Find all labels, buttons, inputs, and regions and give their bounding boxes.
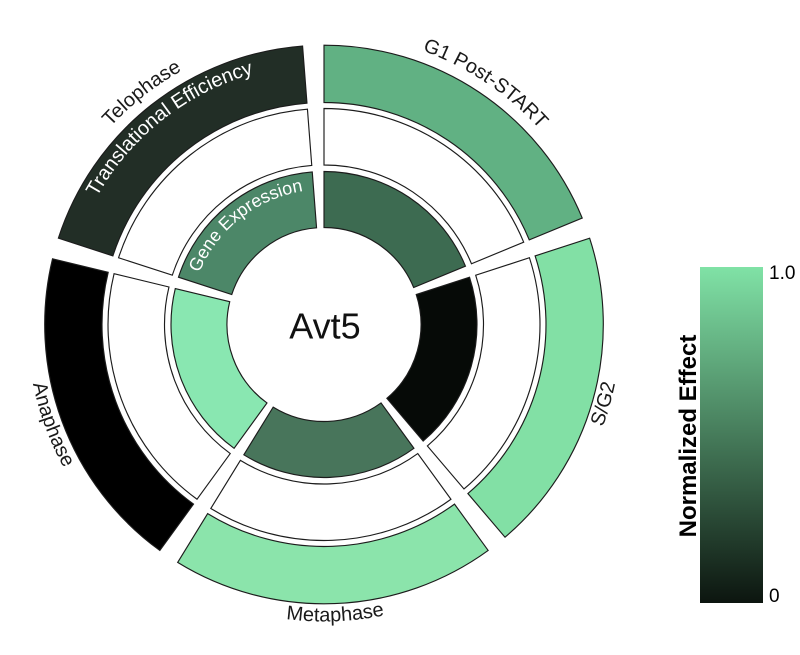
svg-text:1.0: 1.0 <box>769 263 795 284</box>
svg-text:0: 0 <box>769 586 780 607</box>
svg-text:Normalized Effect: Normalized Effect <box>675 335 702 538</box>
svg-text:Avt5: Avt5 <box>289 306 360 347</box>
